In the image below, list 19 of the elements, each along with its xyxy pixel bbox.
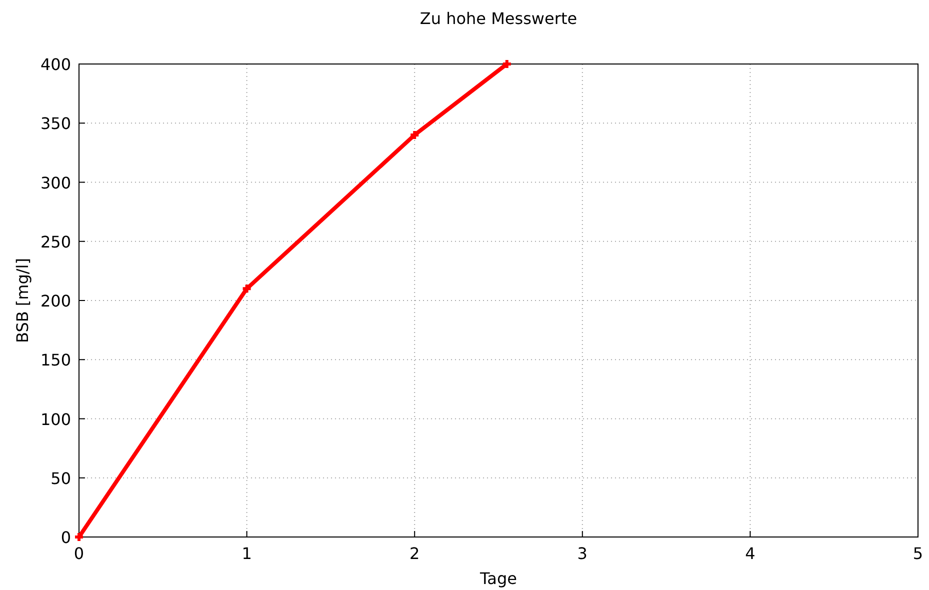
x-tick-label: 5 — [912, 544, 924, 563]
x-tick-label: 1 — [242, 544, 252, 563]
y-tick-label: 0 — [60, 528, 71, 547]
y-tick-label: 200 — [40, 292, 71, 310]
y-tick-label: 100 — [40, 410, 71, 429]
x-tick-label: 0 — [74, 544, 84, 563]
x-tick-label: 4 — [745, 544, 756, 563]
y-tick-label: 300 — [40, 173, 71, 192]
chart-title: Zu hohe Messwerte — [420, 9, 578, 28]
y-tick-label: 150 — [40, 350, 71, 370]
y-tick-label: 50 — [50, 468, 71, 488]
y-tick-label: 400 — [40, 55, 71, 74]
point — [241, 283, 252, 294]
x-tick-label: 2 — [410, 544, 420, 563]
x-tick-label: 3 — [577, 544, 588, 563]
y-axis-title: BSB [mg/l] — [13, 258, 32, 343]
x-axis-title: Tage — [479, 569, 517, 588]
y-tick-label: 250 — [40, 232, 71, 252]
y-tick-label: 350 — [40, 114, 71, 134]
